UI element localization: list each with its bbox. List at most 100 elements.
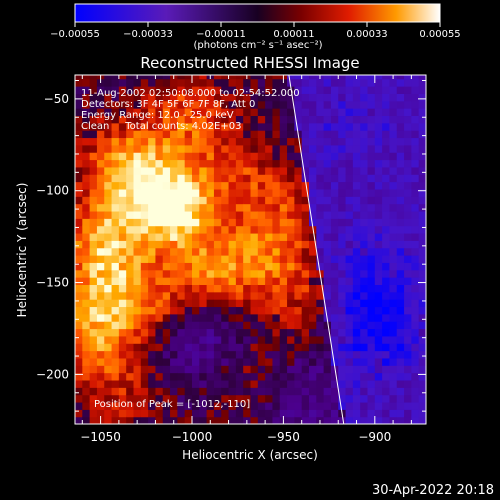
heatmap-cell (418, 350, 426, 359)
heatmap-cell (360, 174, 369, 183)
heatmap-cell (279, 188, 288, 197)
heatmap-cell (228, 335, 237, 344)
heatmap-cell (82, 416, 91, 424)
heatmap-cell (228, 313, 237, 322)
heatmap-cell (309, 93, 317, 102)
heatmap-cell (155, 130, 164, 139)
heatmap-cell (235, 115, 244, 124)
heatmap-cell (279, 262, 288, 271)
heatmap-cell (323, 269, 332, 278)
heatmap-cell (148, 343, 157, 352)
heatmap-cell (126, 255, 135, 263)
heatmap-cell (206, 291, 215, 300)
heatmap-cell (104, 277, 113, 285)
heatmap-cell (221, 306, 230, 315)
heatmap-cell (323, 152, 332, 161)
heatmap-cell (396, 379, 405, 388)
heatmap-cell (75, 350, 83, 359)
heatmap-cell (235, 174, 244, 183)
heatmap-cell (330, 86, 339, 94)
heatmap-cell (294, 387, 303, 396)
heatmap-cell (111, 335, 120, 344)
heatmap-cell (352, 321, 361, 330)
heatmap-cell (374, 350, 383, 359)
heatmap-cell (338, 394, 347, 403)
heatmap-cell (213, 152, 222, 161)
heatmap-cell (221, 152, 230, 161)
heatmap-cell (316, 387, 325, 396)
heatmap-cell (213, 328, 222, 337)
heatmap-cell (206, 152, 215, 161)
heatmap-cell (382, 115, 391, 124)
heatmap-cell (396, 357, 405, 366)
heatmap-cell (235, 93, 244, 102)
heatmap-cell (192, 75, 200, 80)
heatmap-cell (243, 152, 252, 161)
heatmap-cell (228, 255, 237, 263)
heatmap-cell (75, 159, 83, 168)
heatmap-cell (155, 144, 164, 153)
heatmap-cell (75, 115, 83, 124)
heatmap-cell (221, 240, 230, 249)
heatmap-cell (221, 188, 230, 197)
heatmap-cell (75, 284, 83, 293)
heatmap-cell (352, 247, 361, 256)
heatmap-cell (411, 122, 420, 131)
heatmap-cell (148, 357, 157, 366)
heatmap-cell (228, 416, 237, 424)
heatmap-cell (155, 210, 164, 219)
heatmap-cell (82, 78, 91, 87)
heatmap-cell (89, 108, 98, 117)
heatmap-cell (257, 365, 266, 374)
heatmap-cell (192, 115, 200, 124)
heatmap-cell (309, 240, 317, 249)
heatmap-cell (228, 291, 237, 300)
heatmap-cell (155, 284, 164, 293)
annotation-energy-range: Energy Range: 12.0 - 25.0 keV (81, 110, 234, 121)
heatmap-cell (345, 115, 354, 124)
heatmap-cell (118, 137, 127, 146)
heatmap-cell (404, 144, 412, 153)
heatmap-cell (418, 137, 426, 146)
heatmap-cell (279, 343, 288, 352)
heatmap-cell (265, 328, 274, 337)
heatmap-cell (265, 108, 274, 117)
heatmap-cell (389, 174, 398, 183)
heatmap-cell (396, 321, 405, 330)
heatmap-cell (118, 130, 127, 139)
heatmap-cell (221, 379, 230, 388)
heatmap-cell (192, 409, 200, 418)
heatmap-cell (352, 137, 361, 146)
heatmap-cell (75, 401, 83, 410)
heatmap-cell (396, 218, 405, 227)
heatmap-cell (367, 181, 376, 190)
heatmap-cell (192, 218, 200, 227)
heatmap-cell (170, 196, 178, 205)
heatmap-cell (272, 218, 281, 227)
heatmap-cell (111, 232, 120, 241)
heatmap-cell (140, 78, 149, 87)
heatmap-cell (126, 130, 135, 139)
heatmap-cell (177, 401, 186, 410)
heatmap-cell (374, 240, 383, 249)
heatmap-cell (316, 188, 325, 197)
heatmap-cell (418, 269, 426, 278)
heatmap-cell (140, 335, 149, 344)
heatmap-cell (411, 181, 420, 190)
heatmap-cell (111, 277, 120, 285)
heatmap-cell (75, 394, 83, 403)
heatmap-cell (184, 225, 193, 234)
heatmap-cell (294, 262, 303, 271)
heatmap-cell (111, 313, 120, 322)
heatmap-cell (228, 78, 237, 87)
heatmap-cell (155, 306, 164, 315)
heatmap-cell (104, 387, 113, 396)
heatmap-cell (133, 166, 142, 175)
heatmap-cell (170, 299, 178, 308)
heatmap-cell (243, 299, 252, 308)
heatmap-cell (323, 100, 332, 109)
heatmap-cell (96, 313, 105, 322)
heatmap-cell (411, 115, 420, 124)
heatmap-cell (316, 93, 325, 102)
heatmap-cell (367, 313, 376, 322)
